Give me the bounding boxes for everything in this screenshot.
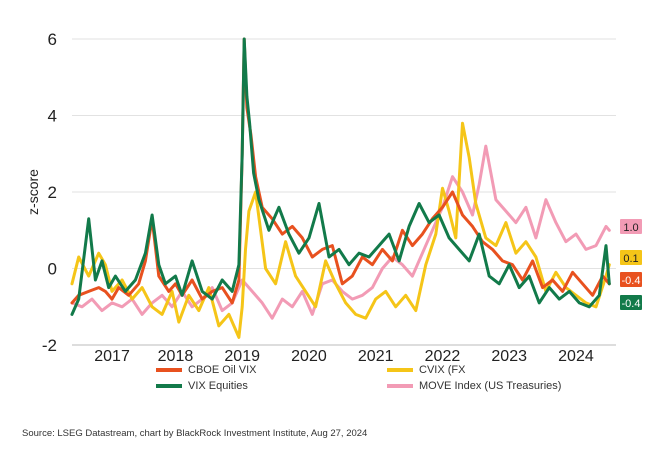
legend-label: MOVE Index (US Treasuries) xyxy=(419,380,562,392)
end-label-badge xyxy=(620,219,642,234)
series-line-vix-equities xyxy=(70,37,611,316)
legend-label: CVIX (FX xyxy=(419,364,466,376)
end-label-value: 1.0 xyxy=(623,222,638,234)
y-tick-label: 2 xyxy=(48,183,57,202)
y-tick-label: 0 xyxy=(48,260,57,279)
end-label-value: -0.4 xyxy=(622,275,641,287)
y-tick-label: 4 xyxy=(48,107,57,126)
legend-item: MOVE Index (US Treasuries) xyxy=(387,380,561,392)
y-tick-label: 6 xyxy=(48,30,57,49)
end-value-labels: 1.0 0.1 -0.4 -0.4 xyxy=(620,219,642,310)
x-axis-ticks: 2017 2018 2019 2020 2021 2022 2023 2024 xyxy=(94,348,594,365)
x-tick-label: 2019 xyxy=(224,348,260,365)
end-label-badge xyxy=(620,272,642,287)
series-lines xyxy=(70,37,611,339)
x-tick-label: 2022 xyxy=(425,348,461,365)
series-line-cboe-oil-vix xyxy=(70,37,611,305)
end-label-badge xyxy=(620,295,642,310)
legend-swatch xyxy=(387,368,413,372)
legend-item: CVIX (FX xyxy=(387,364,465,376)
legend-swatch xyxy=(156,384,182,388)
x-tick-label: 2021 xyxy=(358,348,394,365)
x-tick-label: 2017 xyxy=(94,348,130,365)
x-tick-label: 2024 xyxy=(558,348,594,365)
series-line-cvix-fx xyxy=(70,121,611,339)
legend-swatch xyxy=(387,384,413,388)
y-tick-label: -2 xyxy=(42,336,57,355)
x-tick-label: 2023 xyxy=(491,348,527,365)
end-label-value: 0.1 xyxy=(623,253,638,265)
legend-item: CBOE Oil VIX xyxy=(156,364,256,376)
legend-label: VIX Equities xyxy=(188,380,248,392)
end-label-badge xyxy=(620,250,642,265)
gridlines xyxy=(72,38,616,269)
end-label-value: -0.4 xyxy=(622,298,641,310)
x-tick-label: 2018 xyxy=(158,348,194,365)
series-line-move-index-us-treasuries xyxy=(70,144,611,320)
source-note: Source: LSEG Datastream, chart by BlackR… xyxy=(22,428,368,439)
legend-item: VIX Equities xyxy=(156,380,248,392)
legend-swatch xyxy=(156,368,182,372)
y-axis-label: z-score xyxy=(25,169,41,215)
legend-label: CBOE Oil VIX xyxy=(188,364,257,376)
y-axis-ticks: 6 4 2 0 -2 xyxy=(42,30,57,355)
x-tick-label: 2020 xyxy=(291,348,327,365)
